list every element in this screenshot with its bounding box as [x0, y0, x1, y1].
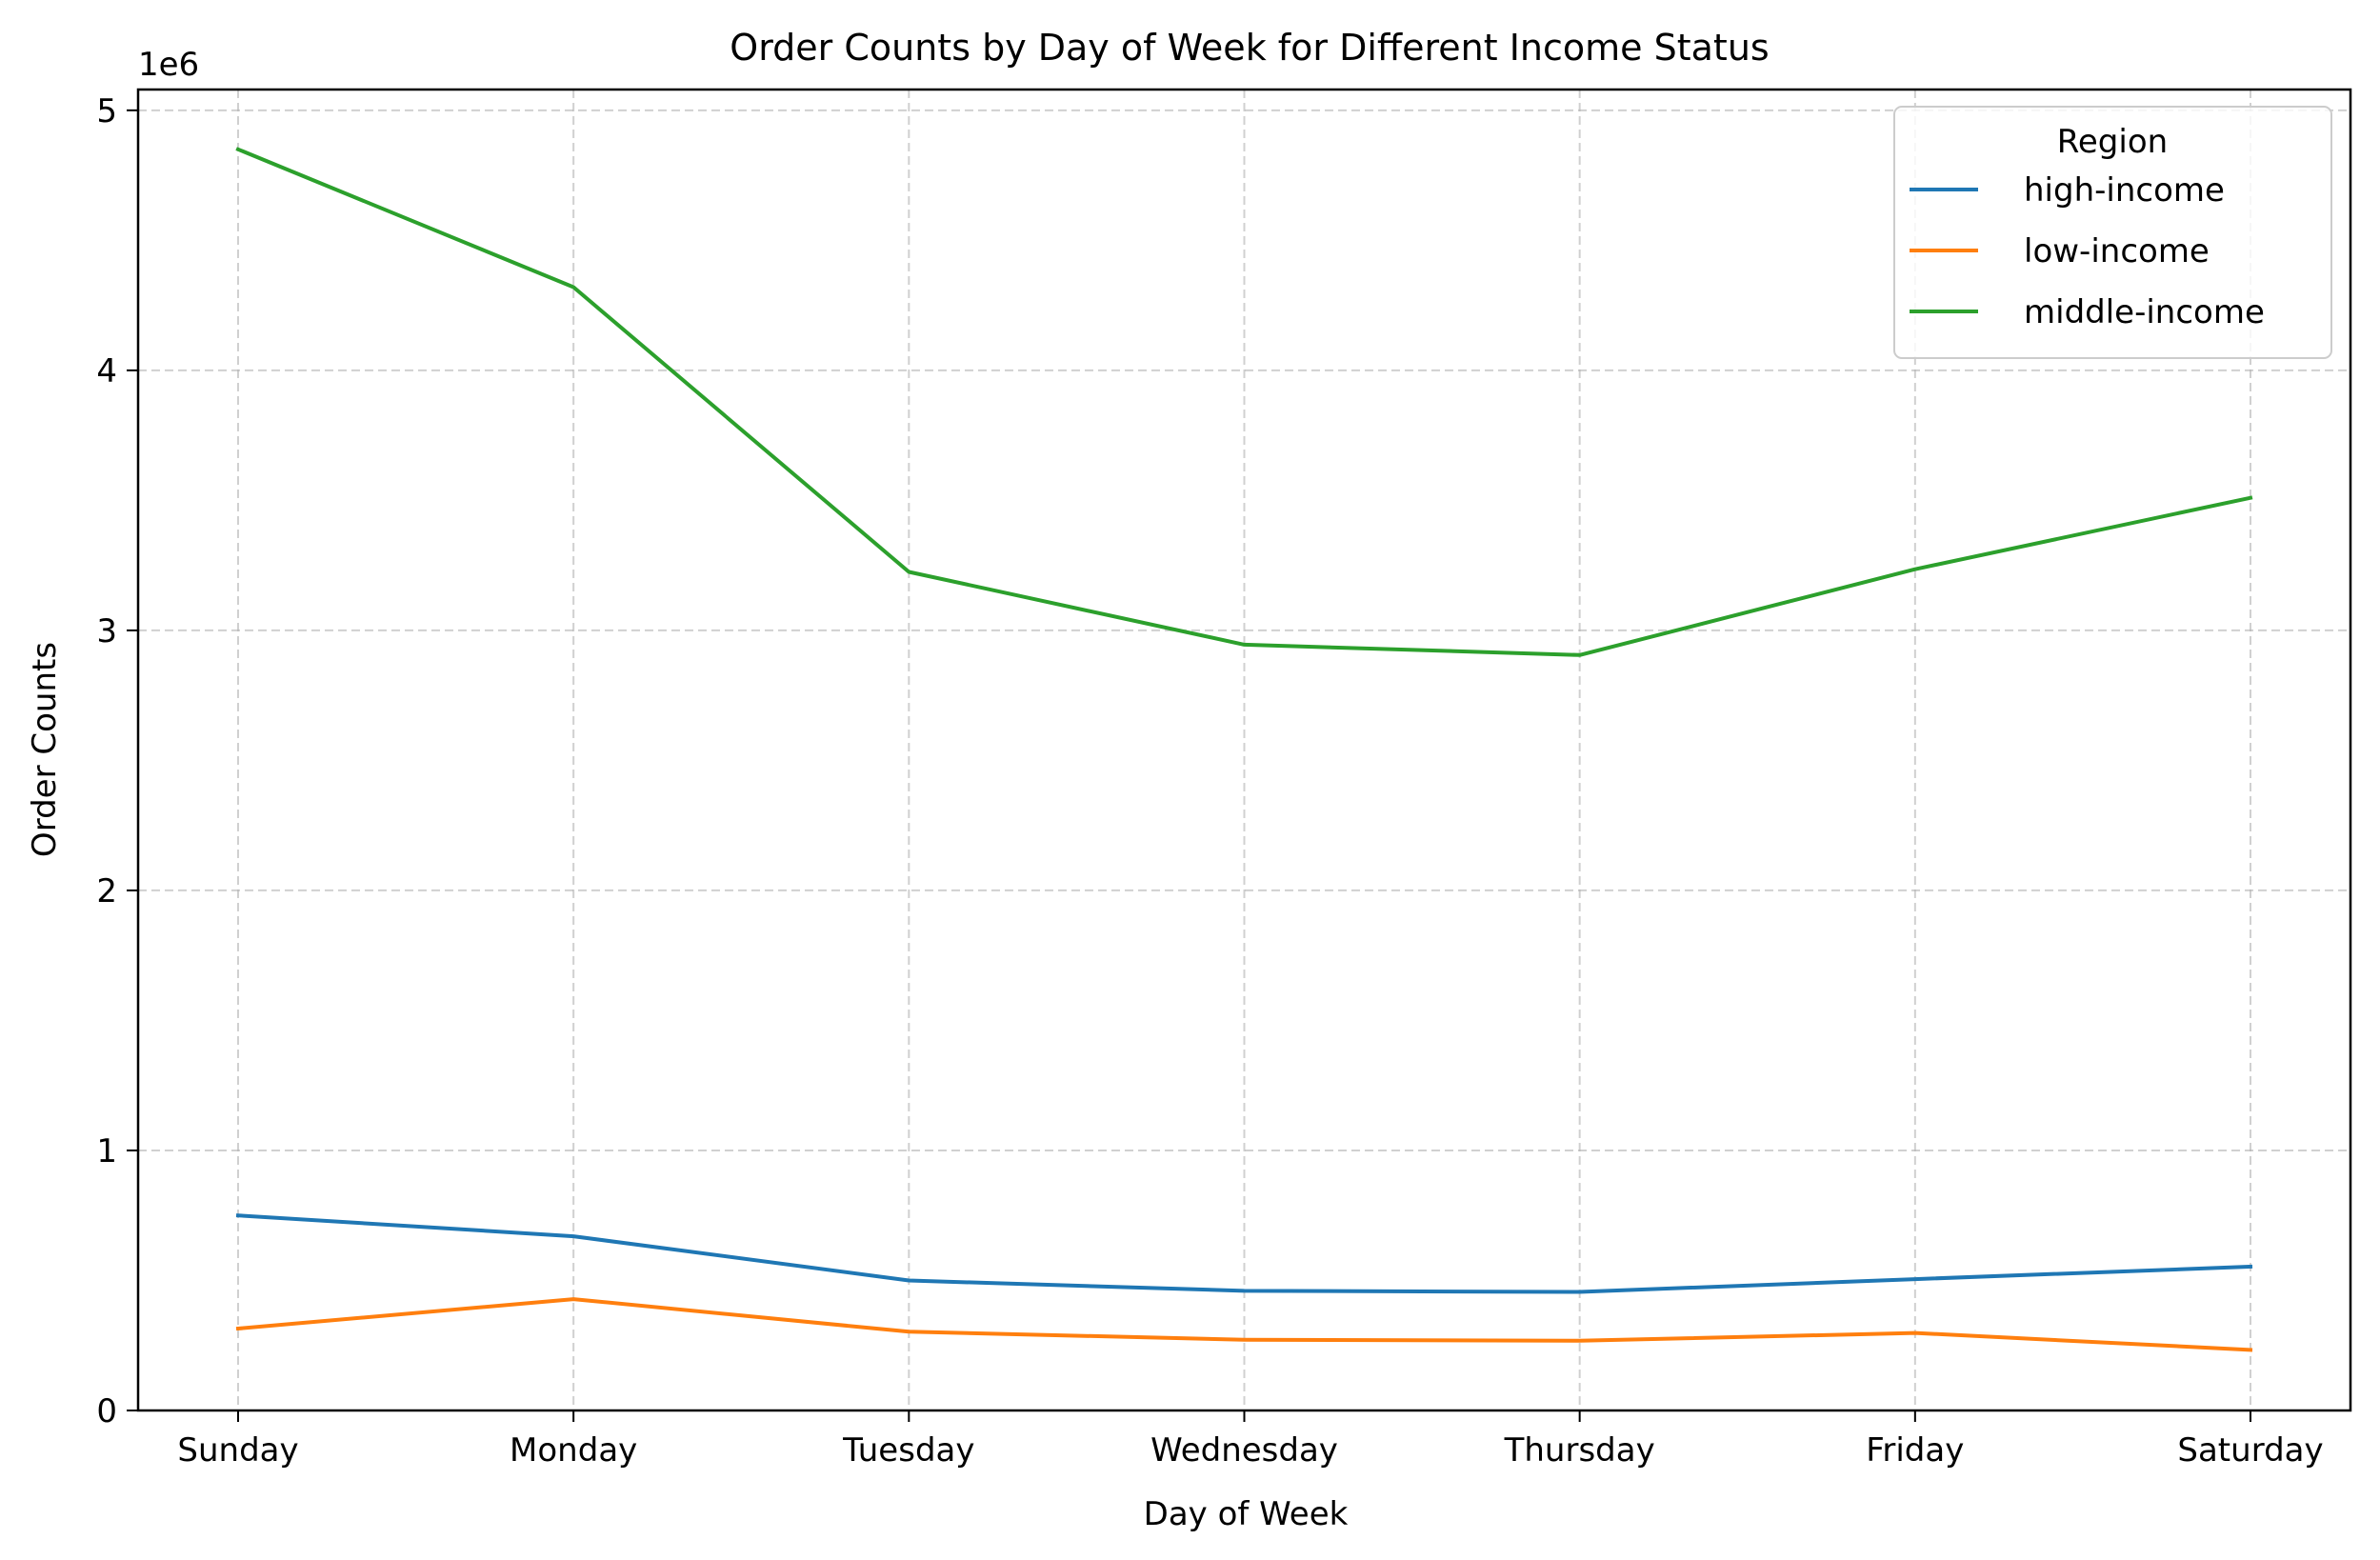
x-tick-label: Monday: [510, 1431, 637, 1470]
x-tick-label: Sunday: [177, 1431, 298, 1470]
series-layer: [235, 147, 2253, 1352]
legend-box: [1893, 106, 2332, 359]
y-tick-label: 5: [96, 92, 117, 130]
x-axis-label: Day of Week: [1144, 1495, 1349, 1533]
x-tick-label: Saturday: [2177, 1431, 2323, 1470]
series-line-low-income: [235, 1297, 2253, 1352]
y-tick-label: 3: [96, 612, 117, 650]
y-tick-label: 2: [96, 872, 117, 910]
legend-label-low-income: low-income: [2024, 232, 2210, 270]
y-tick-label: 0: [96, 1392, 117, 1430]
x-axis: Sunday Monday Tuesday Wednesday Thursday Frid…: [177, 1410, 2324, 1470]
series-line-high-income: [235, 1213, 2253, 1294]
legend-label-high-income: high-income: [2024, 171, 2225, 210]
x-tick-label: Wednesday: [1150, 1431, 1338, 1470]
y-tick-label: 4: [96, 352, 117, 390]
chart-title: Order Counts by Day of Week for Differen…: [730, 27, 1769, 69]
series-line-middle-income: [235, 147, 2253, 657]
legend-title: Region: [2057, 123, 2168, 161]
y-axis-label: Order Counts: [26, 642, 64, 857]
y-axis: 0 1 2 3 4 5: [96, 92, 138, 1430]
legend: Region high-income low-income middle-incom…: [1893, 106, 2332, 359]
x-tick-label: Tuesday: [842, 1431, 974, 1470]
x-tick-label: Thursday: [1504, 1431, 1655, 1470]
legend-label-middle-income: middle-income: [2024, 293, 2265, 331]
y-tick-label: 1: [96, 1132, 117, 1170]
legend-entries: high-income low-income middle-income: [1910, 171, 2265, 331]
y-offset-label: 1e6: [138, 46, 199, 84]
x-tick-label: Friday: [1866, 1431, 1964, 1470]
